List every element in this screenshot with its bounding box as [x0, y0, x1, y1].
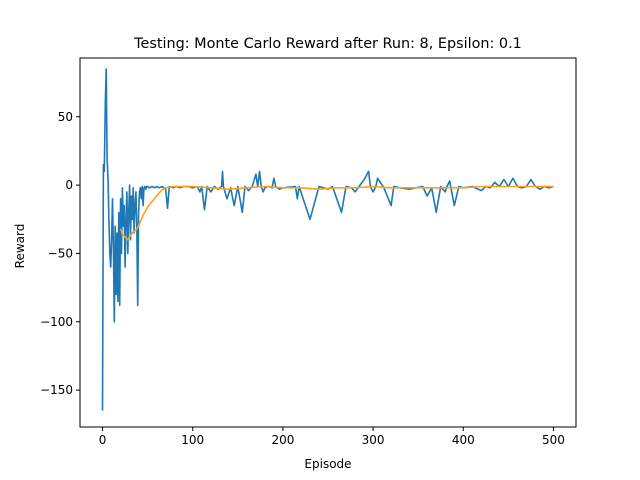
- y-tick-label: 50: [58, 110, 73, 124]
- x-tick-label: 300: [362, 433, 385, 447]
- x-tick-label: 400: [452, 433, 475, 447]
- series-line-reward: [101, 68, 554, 411]
- y-tick-label: −50: [48, 246, 73, 260]
- chart-title: Testing: Monte Carlo Reward after Run: 8…: [133, 36, 522, 52]
- y-tick-label: −150: [40, 383, 73, 397]
- y-tick-label: 0: [65, 178, 73, 192]
- axis-ticks: 0 100 200 300 400 500 −150 −100 −50 0 50: [40, 110, 565, 447]
- x-tick-label: 200: [271, 433, 294, 447]
- y-tick-label: −100: [40, 315, 73, 329]
- plot-frame: [79, 57, 577, 428]
- x-tick-label: 500: [542, 433, 565, 447]
- x-tick-label: 100: [181, 433, 204, 447]
- x-axis-label: Episode: [304, 457, 351, 471]
- series-line-moving-average: [119, 185, 554, 241]
- plot-area: [101, 68, 554, 411]
- x-tick-label: 0: [99, 433, 107, 447]
- y-axis-label: Reward: [13, 224, 27, 269]
